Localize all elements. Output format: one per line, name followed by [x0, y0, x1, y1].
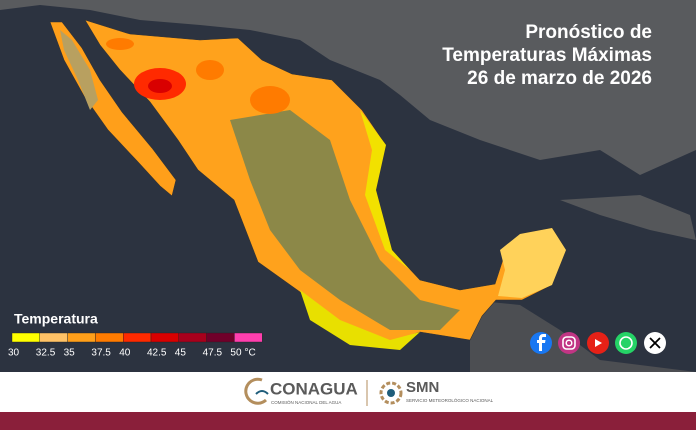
whatsapp-icon[interactable] — [615, 332, 637, 354]
legend-swatch — [150, 332, 179, 343]
caribbean-island — [560, 195, 696, 240]
legend-label: 45 — [175, 348, 187, 359]
smn-emblem — [379, 381, 403, 405]
legend-swatch — [234, 332, 263, 343]
warm-zone — [106, 38, 134, 50]
legend-label: 42.5 — [147, 348, 167, 359]
legend-swatch — [206, 332, 235, 343]
smn-emblem — [387, 389, 395, 397]
legend: 30 32.5 35 37.5 40 42.5 45 47.5 50 °C — [8, 332, 263, 359]
title-line: Temperaturas Máximas — [442, 45, 652, 66]
north-land — [0, 0, 696, 175]
gulf-coast — [360, 110, 410, 270]
legend-swatch — [95, 332, 124, 343]
title-line: 26 de marzo de 2026 — [467, 68, 652, 89]
pacific-south-coast — [300, 290, 420, 350]
conagua-emblem — [255, 390, 269, 395]
legend-label: 50 — [230, 348, 242, 359]
legend-swatch — [122, 332, 152, 343]
instagram-glyph — [562, 336, 576, 350]
title-line: Pronóstico de — [525, 22, 652, 43]
legend-swatch — [11, 332, 40, 343]
conagua-name: CONAGUA — [270, 379, 358, 398]
conagua-logo: CONAGUA COMISIÓN NACIONAL DEL AGUA — [244, 377, 358, 405]
legend-label: 40 — [119, 348, 131, 359]
yucatan — [498, 228, 566, 298]
facebook-glyph — [537, 334, 546, 351]
legend-swatch — [39, 332, 68, 343]
smn-name: SMN — [406, 379, 439, 396]
conagua-emblem — [244, 377, 268, 405]
warm-zone — [250, 86, 290, 114]
conagua-subtitle: COMISIÓN NACIONAL DEL AGUA — [271, 399, 341, 405]
instagram-glyph — [565, 339, 573, 347]
legend-title: Temperatura — [14, 311, 98, 327]
footer-strip — [0, 412, 696, 430]
youtube-glyph — [595, 339, 602, 347]
smn-subtitle: SERVICIO METEOROLÓGICO NACIONAL — [406, 397, 494, 403]
whatsapp-glyph — [619, 336, 633, 350]
legend-label: 32.5 — [36, 348, 56, 359]
hot-core — [148, 79, 172, 93]
smn-logo: SMN SERVICIO METEOROLÓGICO NACIONAL — [379, 379, 494, 405]
legend-label: 30 — [8, 348, 20, 359]
legend-swatch — [178, 332, 207, 343]
central-plateau — [230, 110, 460, 330]
legend-unit: °C — [245, 348, 256, 359]
x-glyph — [649, 337, 661, 349]
social-icons — [530, 332, 666, 354]
baja-plateau — [60, 30, 98, 110]
legend-swatch — [67, 332, 96, 343]
instagram-icon[interactable] — [558, 332, 580, 354]
footer — [0, 372, 696, 412]
central-america — [470, 300, 696, 372]
legend-label: 37.5 — [91, 348, 111, 359]
warm-zone — [196, 60, 224, 80]
legend-label: 35 — [64, 348, 76, 359]
legend-label: 47.5 — [203, 348, 223, 359]
